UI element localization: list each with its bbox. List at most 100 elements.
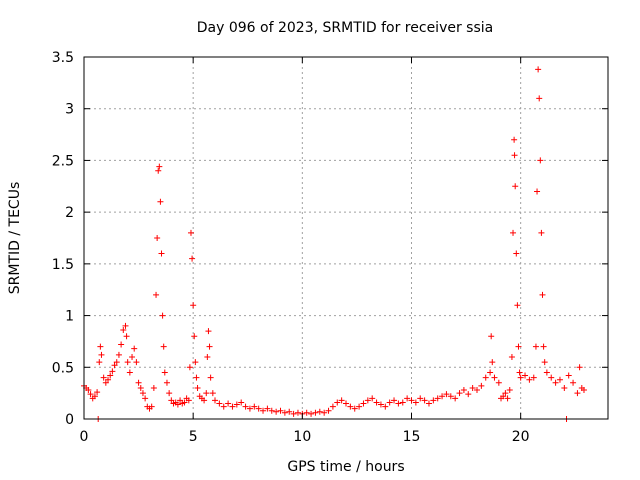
data-point [395, 400, 402, 407]
data-point [356, 403, 363, 410]
data-point [538, 229, 545, 236]
data-point [561, 384, 568, 391]
data-point [511, 152, 518, 159]
data-point [281, 409, 288, 416]
data-point [580, 387, 587, 394]
data-point [133, 359, 140, 366]
data-point [156, 163, 163, 170]
data-point [159, 312, 166, 319]
y-tick-label: 1 [65, 309, 74, 325]
data-point [382, 403, 389, 410]
data-point [102, 379, 109, 386]
data-point [488, 333, 495, 340]
data-point [541, 359, 548, 366]
data-point [131, 345, 138, 352]
data-point [360, 400, 367, 407]
data-point [515, 343, 522, 350]
data-point [216, 400, 223, 407]
data-point [412, 399, 419, 406]
data-point [109, 368, 116, 375]
data-point [155, 167, 162, 174]
data-point [465, 391, 472, 398]
data-point [460, 387, 467, 394]
data-point [205, 328, 212, 335]
data-point [511, 136, 518, 143]
data-point [536, 95, 543, 102]
data-point [504, 395, 511, 402]
data-point [502, 390, 509, 397]
data-point [204, 353, 211, 360]
data-point [391, 397, 398, 404]
y-tick-label: 0 [65, 412, 74, 428]
data-point [229, 403, 236, 410]
data-point [206, 343, 213, 350]
data-point [225, 400, 232, 407]
data-point [122, 322, 129, 329]
data-point [404, 395, 411, 402]
data-point [123, 333, 130, 340]
data-point [338, 397, 345, 404]
data-point [491, 374, 498, 381]
data-point [157, 198, 164, 205]
data-point [303, 409, 310, 416]
data-point [94, 389, 101, 396]
data-point [532, 343, 539, 350]
data-point [186, 364, 193, 371]
data-point [456, 390, 463, 397]
data-point [399, 399, 406, 406]
data-point [537, 157, 544, 164]
data-point [135, 379, 142, 386]
data-point [209, 390, 216, 397]
data-point [343, 400, 349, 407]
data-point [430, 397, 437, 404]
data-point [185, 397, 192, 404]
plot-frame [83, 56, 609, 420]
data-point [85, 387, 92, 394]
data-point [552, 379, 559, 386]
data-point [512, 183, 519, 190]
data-point [238, 399, 245, 406]
data-point [487, 369, 494, 376]
data-point [530, 374, 537, 381]
data-point [268, 407, 275, 414]
data-point [347, 403, 354, 410]
data-point [316, 408, 323, 415]
x-tick-label: 15 [403, 429, 421, 445]
data-point [286, 408, 293, 415]
data-point [489, 359, 496, 366]
data-point [207, 374, 214, 381]
data-point [242, 403, 249, 410]
data-point [373, 399, 380, 406]
axis-ticks: 0 5 10 15 20 0 0.5 1 1.5 2 2.5 3 3.5 [52, 50, 608, 445]
data-point [163, 379, 170, 386]
data-point [194, 384, 201, 391]
data-point [522, 372, 529, 379]
x-tick-label: 5 [189, 429, 198, 445]
data-point [439, 393, 446, 400]
data-point [220, 403, 227, 410]
data-point [190, 302, 197, 309]
data-point [506, 387, 513, 394]
data-point [556, 376, 563, 383]
data-point [113, 359, 120, 366]
data-series-srmtid [81, 66, 587, 422]
data-point [517, 374, 524, 381]
y-tick-label: 2 [65, 205, 74, 221]
data-point [203, 390, 210, 397]
data-point [177, 397, 184, 404]
data-point [421, 397, 428, 404]
data-point [576, 364, 583, 371]
data-point [386, 399, 393, 406]
data-point [100, 374, 107, 381]
data-point [329, 403, 336, 410]
data-point [161, 369, 168, 376]
data-point [120, 327, 127, 334]
data-point [548, 374, 555, 381]
data-point [277, 407, 284, 414]
data-point [255, 405, 262, 412]
data-point [495, 379, 502, 386]
data-point [482, 374, 489, 381]
data-point [137, 384, 144, 391]
data-point [478, 382, 485, 389]
data-point [166, 390, 173, 397]
